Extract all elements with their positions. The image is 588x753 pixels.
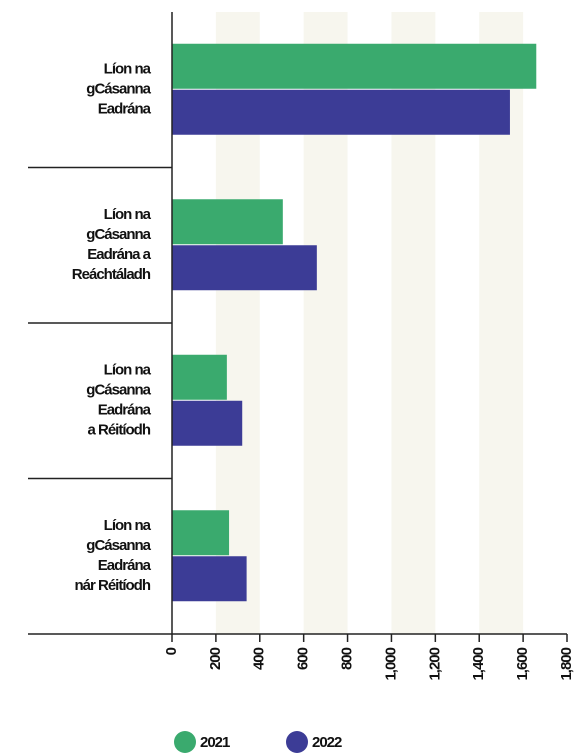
bar bbox=[172, 400, 243, 446]
category-label: Reáchtáladh bbox=[72, 266, 151, 283]
x-tick-label: 1,200 bbox=[426, 647, 443, 680]
legend-label: 2022 bbox=[312, 734, 342, 751]
category-label: Líon na bbox=[104, 61, 152, 78]
legend-label: 2021 bbox=[200, 734, 230, 751]
category-label: Líon na bbox=[104, 362, 152, 379]
bar bbox=[172, 245, 317, 291]
x-tick-label: 800 bbox=[339, 647, 356, 670]
bar bbox=[172, 43, 537, 89]
legend-swatch bbox=[174, 731, 196, 753]
x-tick-label: 1,400 bbox=[470, 647, 487, 680]
bar bbox=[172, 510, 230, 556]
category-label: Eadrána bbox=[98, 557, 152, 574]
category-label: Líon na bbox=[104, 517, 152, 534]
bar bbox=[172, 556, 247, 602]
category-label: a Réitíodh bbox=[87, 422, 150, 439]
category-label: gCásanna bbox=[86, 537, 151, 554]
legend-swatch bbox=[286, 731, 308, 753]
bar bbox=[172, 199, 283, 245]
x-tick-label: 1,600 bbox=[514, 647, 531, 680]
category-label: Eadrána bbox=[98, 402, 152, 419]
x-tick-label: 0 bbox=[163, 647, 180, 655]
x-tick-label: 1,000 bbox=[382, 647, 399, 680]
category-label: gCásanna bbox=[86, 226, 151, 243]
category-label: Líon na bbox=[104, 206, 152, 223]
x-tick-label: 400 bbox=[251, 647, 268, 670]
category-label: Eadrána bbox=[98, 101, 152, 118]
category-label: gCásanna bbox=[86, 81, 151, 98]
bar bbox=[172, 89, 510, 135]
x-tick-label: 600 bbox=[295, 647, 312, 670]
bar bbox=[172, 354, 227, 400]
category-label: Eadrána a bbox=[87, 246, 151, 263]
x-tick-label: 1,800 bbox=[558, 647, 575, 680]
category-label: nár Réitíodh bbox=[74, 577, 150, 594]
category-label: gCásanna bbox=[86, 382, 151, 399]
x-tick-label: 200 bbox=[207, 647, 224, 670]
